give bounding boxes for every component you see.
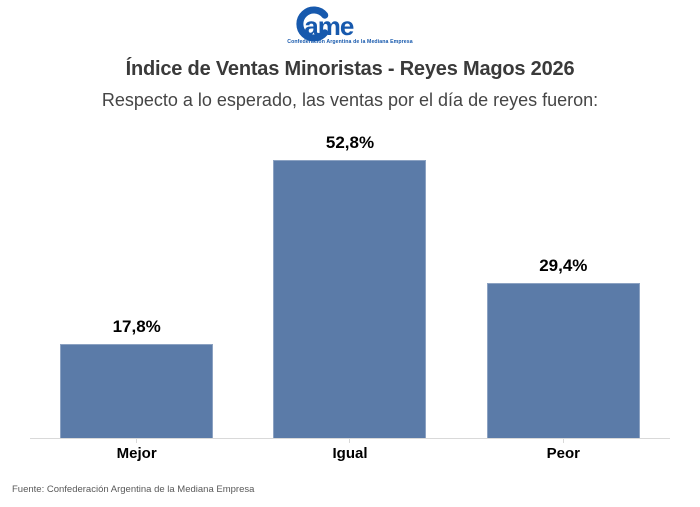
bar-column-igual: 52,8%	[243, 122, 456, 438]
axis-tick	[136, 439, 138, 443]
bar-igual	[273, 159, 427, 438]
came-logo: ame Confederación Argentina de la Median…	[229, 6, 470, 50]
bar-mejor	[60, 344, 214, 438]
value-label-igual: 52,8%	[325, 132, 375, 152]
category-cell-mejor: Mejor	[30, 439, 243, 462]
plot-area: 17,8% 52,8% 29,4%	[30, 122, 670, 438]
category-cell-igual: Igual	[243, 439, 456, 462]
category-axis-labels: Mejor Igual Peor	[30, 439, 670, 462]
category-label-peor: Peor	[546, 445, 580, 462]
bar-peor	[486, 283, 640, 438]
bar-column-peor: 29,4%	[457, 122, 670, 438]
came-logo-tagline: Confederación Argentina de la Mediana Em…	[287, 39, 413, 45]
axis-tick	[349, 439, 351, 443]
category-label-igual: Igual	[332, 445, 368, 462]
bar-column-mejor: 17,8%	[30, 122, 243, 438]
axis-tick	[562, 439, 564, 443]
chart-subtitle: Respecto a lo esperado, las ventas por e…	[101, 90, 599, 110]
category-cell-peor: Peor	[457, 439, 670, 462]
source-note: Fuente: Confederación Argentina de la Me…	[12, 484, 255, 495]
value-label-mejor: 17,8%	[112, 317, 161, 337]
x-axis-line	[30, 438, 670, 439]
chart-title: Índice de Ventas Minoristas - Reyes Mago…	[125, 58, 575, 80]
came-logo-icon: ame	[296, 6, 355, 42]
value-label-peor: 29,4%	[539, 256, 588, 276]
category-label-mejor: Mejor	[116, 445, 157, 462]
came-logo-c-ring	[296, 6, 328, 42]
came-logo-text: ame	[304, 11, 354, 41]
bar-chart: 17,8% 52,8% 29,4% Mejor Igual Peor	[30, 122, 670, 462]
